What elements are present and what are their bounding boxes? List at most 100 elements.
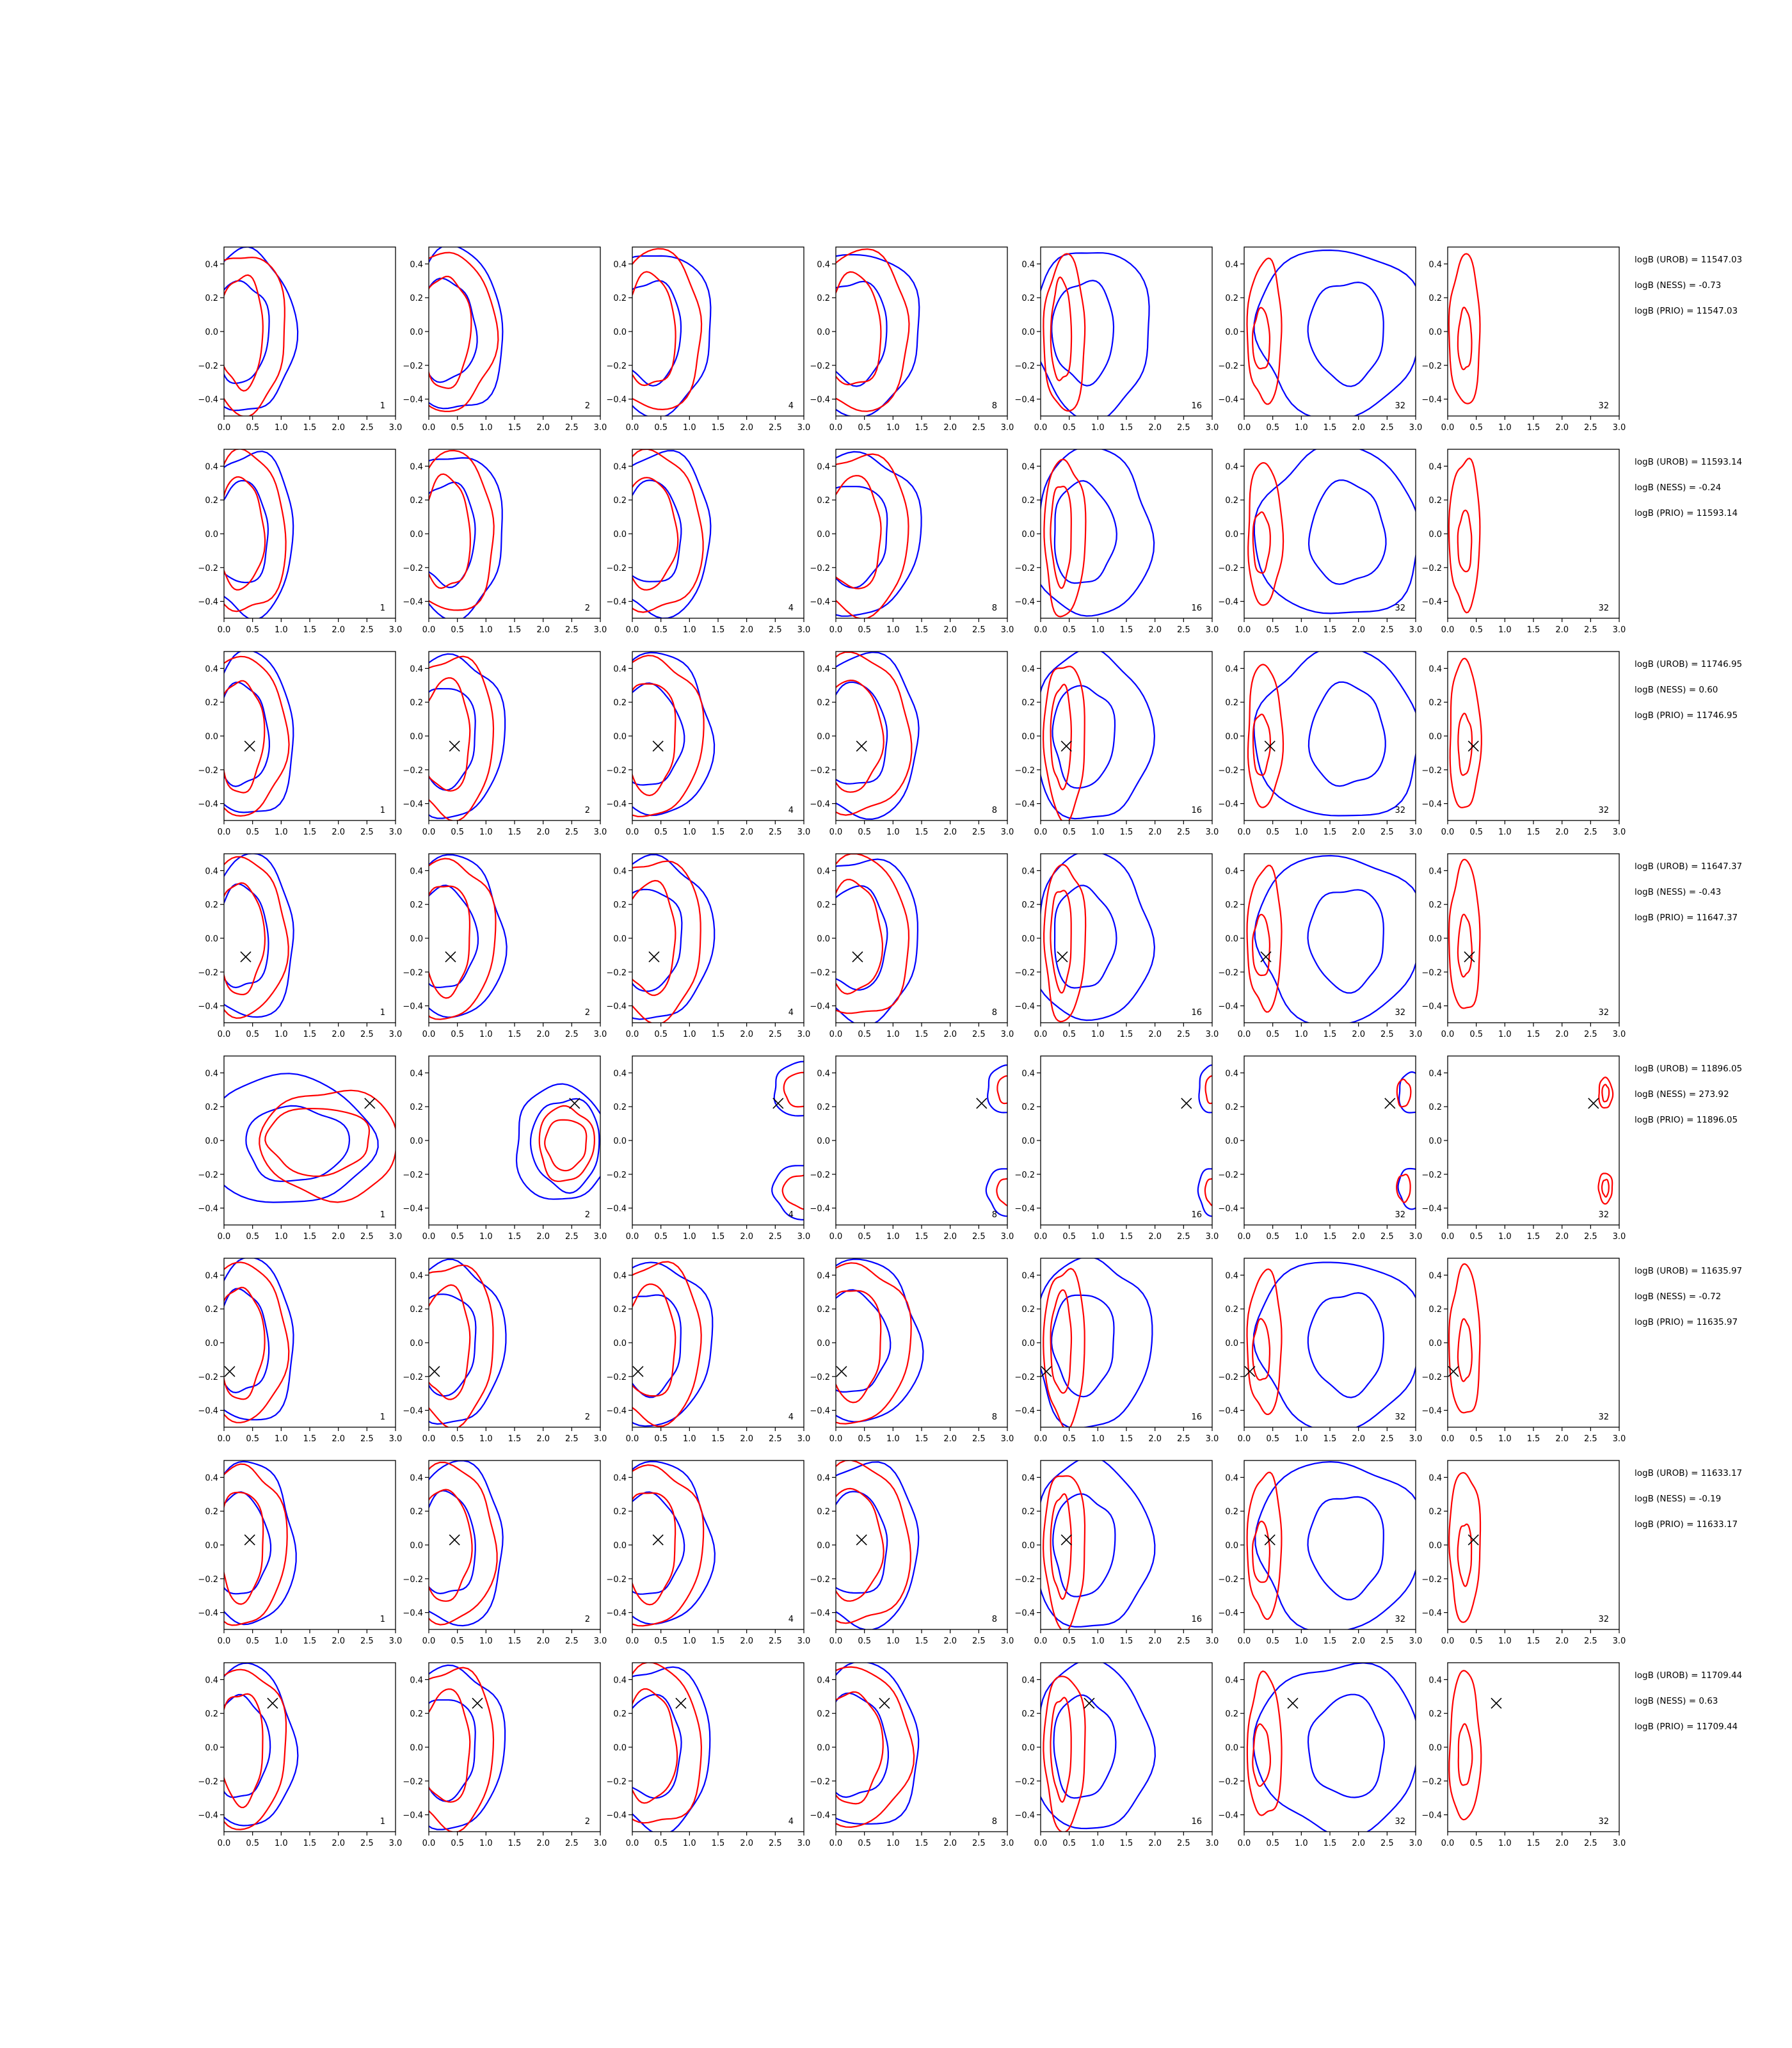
- contour-blue: [429, 884, 479, 989]
- y-tick-label: 0.4: [1225, 1069, 1238, 1078]
- y-tick-label: −0.4: [1014, 396, 1035, 405]
- true-parameter-marker: [1384, 1098, 1396, 1109]
- x-tick-label: 1.0: [886, 1636, 900, 1646]
- axes-frame: [632, 1460, 804, 1630]
- y-tick-label: −0.4: [1014, 1407, 1035, 1416]
- panel-label: 2: [585, 806, 590, 815]
- x-tick-label: 1.0: [479, 1030, 493, 1039]
- x-tick-label: 2.0: [1555, 1232, 1569, 1242]
- panel-label: 16: [1191, 1615, 1202, 1624]
- contour-red: [224, 274, 264, 392]
- y-tick-label: 0.2: [410, 496, 423, 506]
- panel-r2-c7: 0.0 0.5 1.0 1.5 2.0 2.5 3.0 0.4 0.2 0.0 −0.2 −0.4 32: [1421, 449, 1626, 635]
- y-tick-label: 0.2: [205, 1507, 218, 1517]
- y-tick-label: 0.2: [1021, 1305, 1035, 1315]
- axes-frame: [428, 853, 601, 1023]
- x-tick-label: 2.5: [565, 1232, 579, 1242]
- contour-red: [836, 1290, 882, 1404]
- x-tick-label: 2.5: [769, 828, 782, 837]
- x-tick-label: 0.5: [1469, 1030, 1483, 1039]
- x-tick-label: 3.0: [1613, 1839, 1626, 1848]
- x-tick-label: 0.5: [246, 1434, 259, 1444]
- y-tick-label: 0.2: [205, 294, 218, 303]
- x-tick-label: 1.0: [1091, 1839, 1105, 1848]
- x-tick-label: 2.5: [1584, 1434, 1597, 1444]
- contour-red: [1050, 1289, 1073, 1394]
- true-parameter-marker: [1041, 1366, 1052, 1377]
- x-tick-label: 0.5: [246, 1232, 259, 1242]
- contour-blue: [1253, 449, 1416, 614]
- contour-blue: [224, 1491, 272, 1595]
- contour-red: [1252, 511, 1271, 574]
- x-tick-label: 0.5: [654, 1839, 668, 1848]
- x-tick-label: 3.0: [1001, 1434, 1014, 1444]
- log-bayes-factor-text: logB (UROB) = 11547.03: [1635, 255, 1742, 265]
- contour-red: [429, 655, 495, 820]
- y-tick-label: 0.2: [205, 496, 218, 506]
- x-tick-label: 2.5: [360, 1839, 374, 1848]
- y-tick-label: −0.4: [198, 1811, 218, 1821]
- y-tick-label: 0.0: [1428, 328, 1442, 337]
- x-tick-label: 1.5: [1324, 423, 1337, 433]
- panel-r6-c4: 0.0 0.5 1.0 1.5 2.0 2.5 3.0 0.4 0.2 0.0 −0.2 −0.4 8: [810, 1258, 1014, 1444]
- panel-label: 16: [1191, 1008, 1202, 1018]
- contour-blue: [1253, 652, 1416, 817]
- y-tick-label: −0.4: [606, 1002, 627, 1012]
- y-tick-label: 0.0: [205, 1137, 218, 1146]
- panel-r2-c3: 0.0 0.5 1.0 1.5 2.0 2.5 3.0 0.4 0.2 0.0 −0.2 −0.4 4: [606, 449, 810, 635]
- contour-blue: [632, 280, 682, 387]
- y-tick-label: −0.4: [1421, 1609, 1442, 1619]
- x-tick-label: 1.0: [1498, 1232, 1512, 1242]
- contour-red: [1050, 1492, 1072, 1600]
- contour-red: [1448, 1471, 1482, 1623]
- contour-red: [1598, 1076, 1614, 1109]
- panel-r4-c3: 0.0 0.5 1.0 1.5 2.0 2.5 3.0 0.4 0.2 0.0 −0.2 −0.4 4: [606, 853, 810, 1039]
- x-tick-label: 1.0: [886, 1839, 900, 1848]
- axes-frame: [835, 1055, 1008, 1226]
- x-tick-label: 3.0: [389, 828, 403, 837]
- x-tick-label: 1.5: [915, 1434, 929, 1444]
- x-tick-label: 3.0: [1206, 1839, 1219, 1848]
- x-tick-label: 3.0: [1409, 1232, 1423, 1242]
- true-parameter-marker: [976, 1098, 988, 1109]
- y-tick-label: −0.2: [1218, 1777, 1238, 1787]
- x-tick-label: 0.5: [1266, 1839, 1279, 1848]
- x-tick-label: 0.0: [422, 1434, 436, 1444]
- contour-red: [429, 1667, 495, 1832]
- y-tick-label: 0.2: [1021, 1507, 1035, 1517]
- contour-blue: [1198, 1064, 1212, 1114]
- y-tick-label: 0.0: [205, 732, 218, 742]
- y-tick-label: 0.2: [613, 496, 627, 506]
- x-tick-label: 0.5: [246, 625, 259, 635]
- contour-blue: [985, 1168, 1007, 1217]
- log-bayes-factor-text: logB (UROB) = 11647.37: [1635, 861, 1742, 872]
- x-tick-label: 0.0: [829, 828, 843, 837]
- x-tick-label: 1.0: [886, 1232, 900, 1242]
- contour-red: [632, 683, 676, 797]
- y-tick-label: 0.4: [205, 1069, 218, 1078]
- x-tick-label: 3.0: [1206, 423, 1219, 433]
- panel-label: 1: [380, 806, 385, 815]
- y-tick-label: 0.0: [205, 1339, 218, 1348]
- x-tick-label: 1.5: [1527, 1030, 1540, 1039]
- panel-r7-c7: 0.0 0.5 1.0 1.5 2.0 2.5 3.0 0.4 0.2 0.0 −0.2 −0.4 32: [1421, 1460, 1626, 1646]
- panel-r5-c2: 0.0 0.5 1.0 1.5 2.0 2.5 3.0 0.4 0.2 0.0 −0.2 −0.4 2: [403, 1055, 607, 1242]
- x-tick-label: 1.0: [683, 1232, 696, 1242]
- y-tick-label: −0.4: [1218, 598, 1238, 607]
- panel-label: 2: [585, 1210, 590, 1220]
- panel-r8-c4: 0.0 0.5 1.0 1.5 2.0 2.5 3.0 0.4 0.2 0.0 −0.2 −0.4 8: [810, 1662, 1014, 1848]
- y-tick-label: 0.0: [817, 934, 830, 944]
- x-tick-label: 2.0: [1352, 1030, 1365, 1039]
- contours: [836, 1663, 920, 1828]
- y-tick-label: 0.0: [1225, 1137, 1238, 1146]
- y-tick-label: −0.2: [198, 362, 218, 371]
- contours: [1041, 1258, 1153, 1427]
- contour-red: [1204, 1075, 1212, 1105]
- contours: [1247, 449, 1416, 614]
- contour-red: [632, 271, 676, 387]
- x-tick-label: 3.0: [1613, 625, 1626, 635]
- x-tick-label: 0.5: [451, 1232, 464, 1242]
- contour-blue: [1307, 1693, 1386, 1798]
- contour-red: [1042, 1475, 1086, 1629]
- y-tick-label: 0.2: [817, 294, 830, 303]
